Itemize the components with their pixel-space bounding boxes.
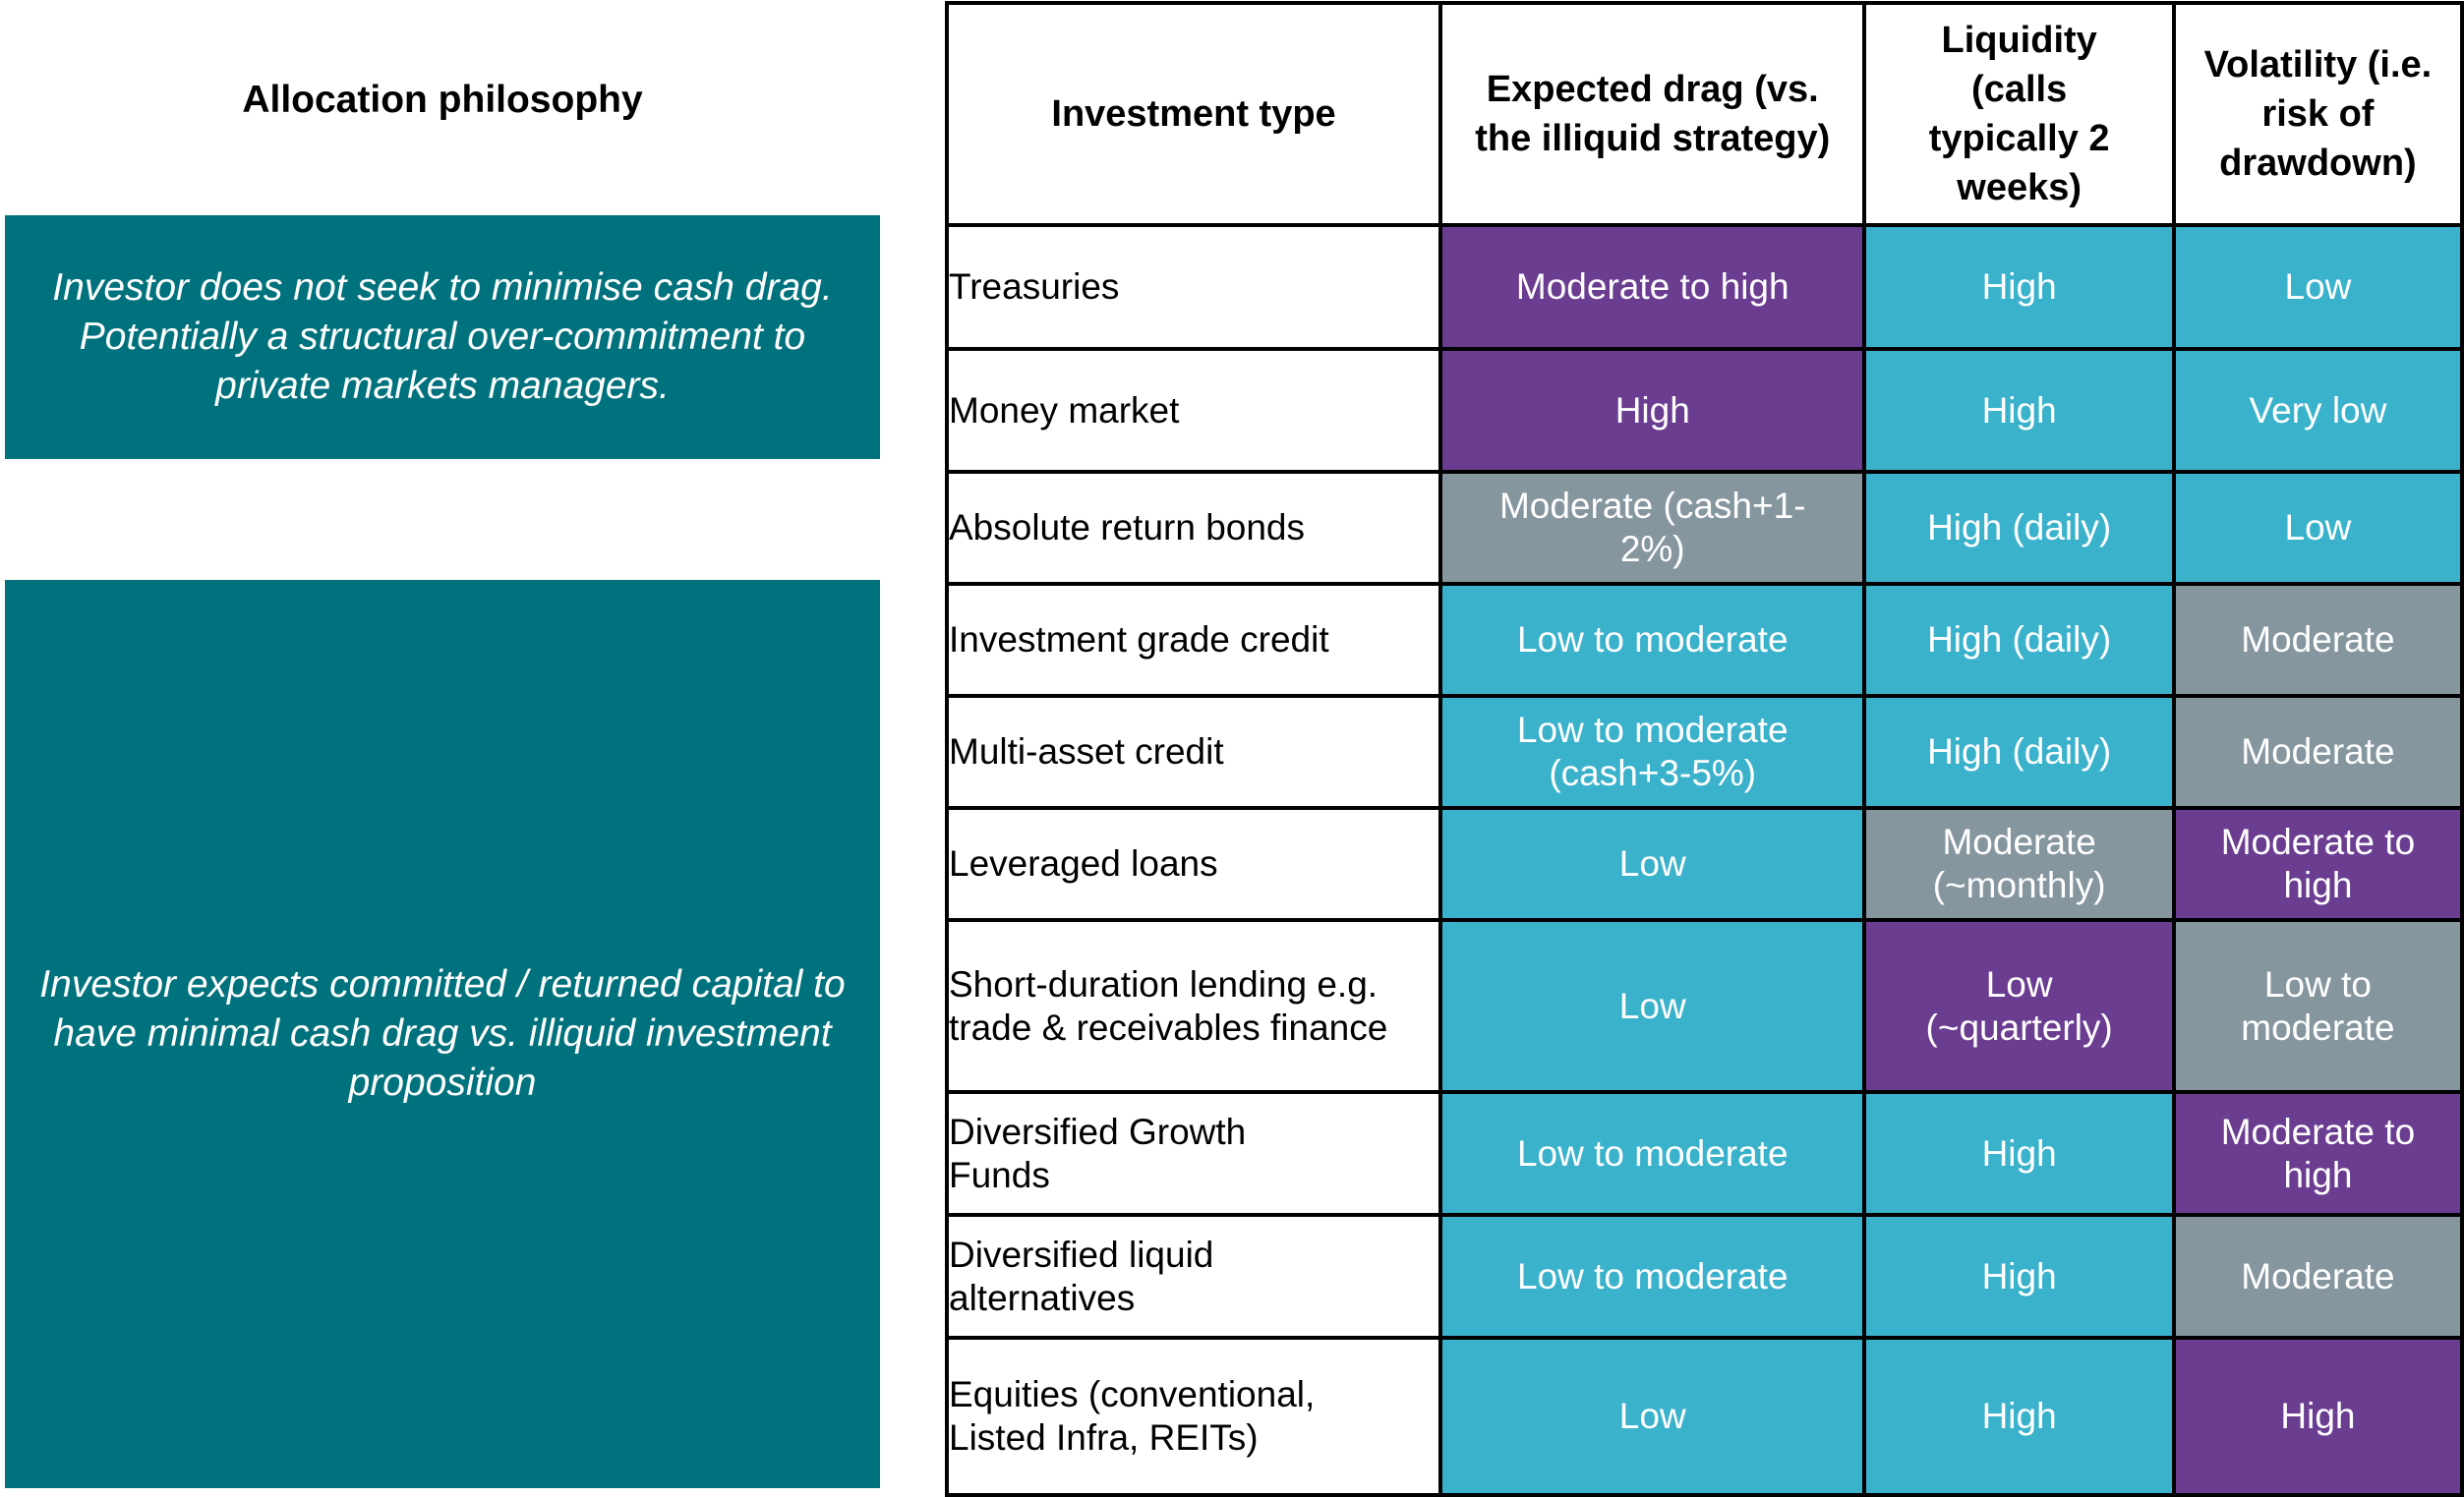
cell-investment-type: Diversified liquid alternatives — [944, 1213, 1443, 1340]
cell-expected-drag: Low — [1438, 1336, 1867, 1497]
cell-expected-drag-text: Moderate (cash+1-2%) — [1498, 486, 1806, 569]
cell-expected-drag-text: Low to moderate (cash+3-5%) — [1516, 710, 1789, 793]
cell-investment-type: Leveraged loans — [944, 806, 1443, 922]
cell-investment-type: Investment grade credit — [944, 582, 1443, 698]
investment-table: Investment type Expected drag (vs. the i… — [944, 1, 2464, 1497]
table-row: Treasuries Moderate to high High Low — [944, 223, 2464, 351]
cell-expected-drag: High — [1438, 347, 1867, 474]
cell-expected-drag: Low to moderate — [1438, 582, 1867, 698]
cell-expected-drag: Low to moderate — [1438, 1090, 1867, 1217]
cell-volatility: Very low — [2171, 347, 2464, 474]
allocation-philosophy-text-2: Investor expects committed / returned ca… — [39, 963, 846, 1104]
cell-investment-type: Equities (conventional, Listed Infra, RE… — [944, 1336, 1443, 1497]
cell-volatility: Moderate — [2171, 694, 2464, 810]
cell-expected-drag: Moderate (cash+1-2%) — [1438, 470, 1867, 586]
cell-investment-type: Treasuries — [944, 223, 1443, 351]
header-liquidity-label: Liquidity (calls typically 2 weeks) — [1928, 20, 2110, 208]
cell-volatility-text: Low to moderate — [2241, 963, 2395, 1048]
cell-liquidity: High (daily) — [1862, 470, 2176, 586]
cell-liquidity: High — [1862, 1336, 2176, 1497]
cell-investment-type: Short-duration lending e.g. trade & rece… — [944, 918, 1443, 1094]
header-investment-type: Investment type — [944, 1, 1443, 227]
header-expected-drag-label: Expected drag (vs. the illiquid strategy… — [1475, 69, 1831, 159]
cell-investment-type-text: Diversified Growth Funds — [949, 1111, 1247, 1195]
table-row: Diversified liquid alternatives Low to m… — [944, 1213, 2464, 1340]
allocation-philosophy-box-2: Investor expects committed / returned ca… — [5, 580, 880, 1488]
cell-volatility-text: Moderate to high — [2220, 822, 2416, 905]
cell-liquidity: High (daily) — [1862, 582, 2176, 698]
header-volatility-label: Volatility (i.e. risk of drawdown) — [2203, 44, 2433, 184]
cell-expected-drag: Low to moderate — [1438, 1213, 1867, 1340]
cell-liquidity-text: Moderate (~monthly) — [1932, 822, 2106, 905]
cell-volatility: Moderate to high — [2171, 1090, 2464, 1217]
cell-volatility: Moderate to high — [2171, 806, 2464, 922]
cell-investment-type: Absolute return bonds — [944, 470, 1443, 586]
cell-liquidity: High (daily) — [1862, 694, 2176, 810]
table-row: Short-duration lending e.g. trade & rece… — [944, 918, 2464, 1094]
table-header-row: Investment type Expected drag (vs. the i… — [944, 1, 2464, 227]
table-row: Multi-asset credit Low to moderate (cash… — [944, 694, 2464, 810]
cell-liquidity: High — [1862, 223, 2176, 351]
cell-investment-type-text: Short-duration lending e.g. trade & rece… — [949, 963, 1388, 1048]
cell-liquidity: High — [1862, 347, 2176, 474]
cell-volatility: High — [2171, 1336, 2464, 1497]
cell-volatility: Low — [2171, 470, 2464, 586]
cell-investment-type-text: Diversified liquid alternatives — [949, 1234, 1214, 1318]
cell-expected-drag: Low to moderate (cash+3-5%) — [1438, 694, 1867, 810]
allocation-philosophy-box-1: Investor does not seek to minimise cash … — [5, 215, 880, 459]
allocation-philosophy-text-1: Investor does not seek to minimise cash … — [52, 266, 833, 407]
cell-expected-drag: Moderate to high — [1438, 223, 1867, 351]
table-row: Diversified Growth Funds Low to moderate… — [944, 1090, 2464, 1217]
cell-expected-drag: Low — [1438, 918, 1867, 1094]
cell-investment-type: Money market — [944, 347, 1443, 474]
header-liquidity: Liquidity (calls typically 2 weeks) — [1862, 1, 2176, 227]
cell-investment-type-text: Equities (conventional, Listed Infra, RE… — [949, 1374, 1316, 1458]
table-row: Absolute return bonds Moderate (cash+1-2… — [944, 470, 2464, 586]
table-row: Money market High High Very low — [944, 347, 2464, 474]
header-expected-drag: Expected drag (vs. the illiquid strategy… — [1438, 1, 1867, 227]
cell-liquidity: High — [1862, 1090, 2176, 1217]
allocation-philosophy-title: Allocation philosophy — [242, 79, 643, 121]
cell-investment-type: Multi-asset credit — [944, 694, 1443, 810]
cell-volatility: Low — [2171, 223, 2464, 351]
cell-liquidity-text: Low (~quarterly) — [1925, 963, 2113, 1048]
cell-liquidity: High — [1862, 1213, 2176, 1340]
cell-investment-type: Diversified Growth Funds — [944, 1090, 1443, 1217]
cell-liquidity: Moderate (~monthly) — [1862, 806, 2176, 922]
table-row: Leveraged loans Low Moderate (~monthly) … — [944, 806, 2464, 922]
cell-liquidity: Low (~quarterly) — [1862, 918, 2176, 1094]
cell-volatility: Low to moderate — [2171, 918, 2464, 1094]
cell-volatility-text: Moderate to high — [2220, 1111, 2416, 1195]
cell-volatility: Moderate — [2171, 582, 2464, 698]
table-row: Investment grade credit Low to moderate … — [944, 582, 2464, 698]
cell-expected-drag: Low — [1438, 806, 1867, 922]
table-row: Equities (conventional, Listed Infra, RE… — [944, 1336, 2464, 1497]
cell-volatility: Moderate — [2171, 1213, 2464, 1340]
header-volatility: Volatility (i.e. risk of drawdown) — [2171, 1, 2464, 227]
